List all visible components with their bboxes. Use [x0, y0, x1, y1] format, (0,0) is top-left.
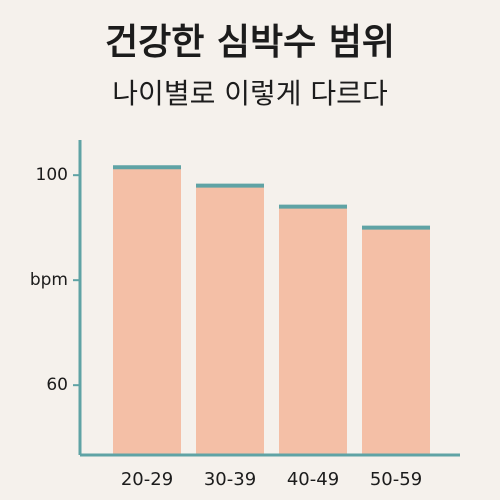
- chart-subtitle: 나이별로 이렇게 다르다: [112, 77, 387, 110]
- bar: [113, 167, 181, 456]
- bar: [279, 206, 347, 455]
- y-tick-label: bpm: [30, 270, 68, 290]
- bar: [362, 227, 430, 455]
- y-tick-label: 100: [36, 165, 68, 185]
- chart-title: 건강한 심박수 범위: [105, 22, 395, 63]
- y-tick-label: 60: [46, 375, 68, 395]
- x-tick-label: 50-59: [370, 469, 422, 490]
- x-tick-label: 30-39: [204, 469, 256, 490]
- x-tick-label: 20-29: [121, 469, 173, 490]
- bar: [196, 185, 264, 456]
- x-tick-label: 40-49: [287, 469, 339, 490]
